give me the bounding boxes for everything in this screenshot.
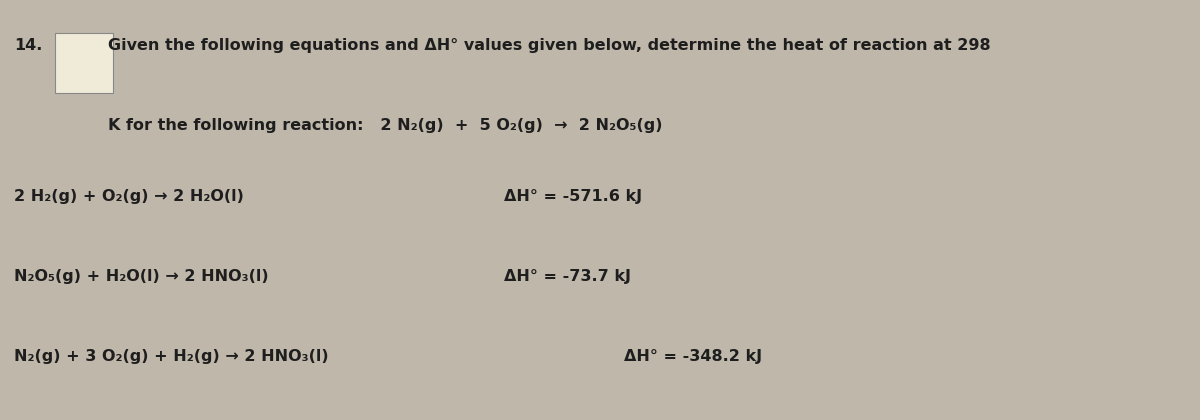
Text: N₂(g) + 3 O₂(g) + H₂(g) → 2 HNO₃(l): N₂(g) + 3 O₂(g) + H₂(g) → 2 HNO₃(l) [14, 349, 329, 364]
Text: ΔH° = -348.2 kJ: ΔH° = -348.2 kJ [624, 349, 762, 364]
Text: 2 H₂(g) + O₂(g) → 2 H₂O(l): 2 H₂(g) + O₂(g) → 2 H₂O(l) [14, 189, 245, 204]
FancyBboxPatch shape [55, 33, 113, 93]
Text: ΔH° = -73.7 kJ: ΔH° = -73.7 kJ [504, 269, 631, 284]
Text: Given the following equations and ΔH° values given below, determine the heat of : Given the following equations and ΔH° va… [108, 38, 991, 53]
Text: 14.: 14. [14, 38, 43, 53]
Text: ΔH° = -571.6 kJ: ΔH° = -571.6 kJ [504, 189, 642, 204]
Text: N₂O₅(g) + H₂O(l) → 2 HNO₃(l): N₂O₅(g) + H₂O(l) → 2 HNO₃(l) [14, 269, 269, 284]
Text: K for the following reaction:   2 N₂(g)  +  5 O₂(g)  →  2 N₂O₅(g): K for the following reaction: 2 N₂(g) + … [108, 118, 662, 133]
